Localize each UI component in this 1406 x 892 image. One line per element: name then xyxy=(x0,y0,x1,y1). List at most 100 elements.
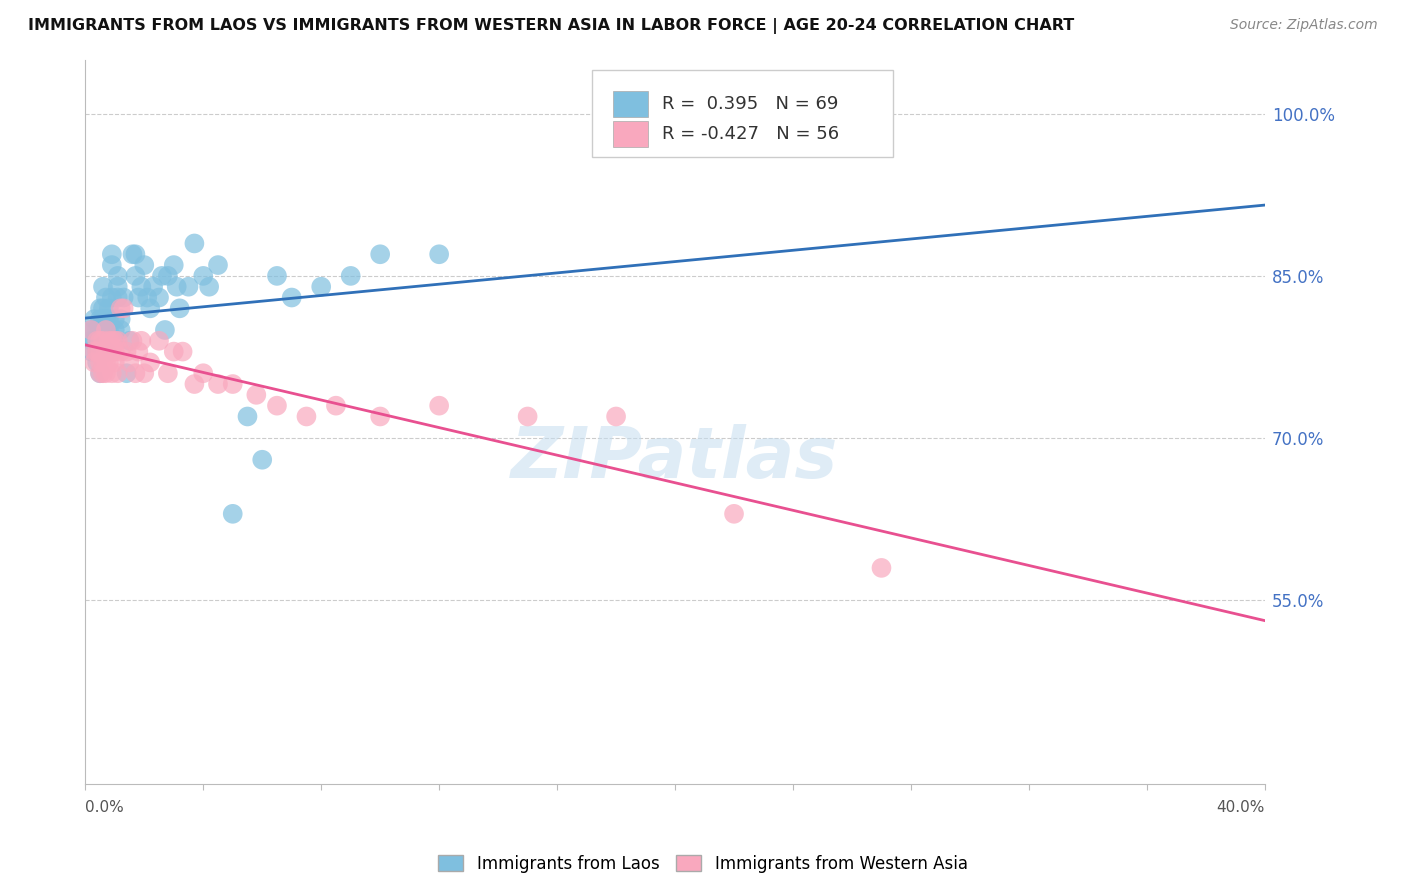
Text: 40.0%: 40.0% xyxy=(1216,800,1265,815)
Point xyxy=(94,344,117,359)
Point xyxy=(83,334,105,348)
Point xyxy=(97,334,120,348)
Point xyxy=(131,334,153,348)
Point xyxy=(80,334,103,348)
Point xyxy=(427,247,450,261)
Point xyxy=(136,291,159,305)
Point xyxy=(198,279,221,293)
Point xyxy=(110,301,132,316)
Point xyxy=(139,355,162,369)
Point xyxy=(107,279,129,293)
Point xyxy=(153,323,176,337)
Point xyxy=(131,279,153,293)
Point xyxy=(295,409,318,424)
Point xyxy=(107,366,129,380)
Point xyxy=(83,344,105,359)
Point xyxy=(177,279,200,293)
Point xyxy=(94,291,117,305)
Point xyxy=(142,279,165,293)
Point xyxy=(101,366,124,380)
Point xyxy=(86,334,108,348)
Point xyxy=(80,323,103,337)
Point xyxy=(207,258,229,272)
Point xyxy=(183,236,205,251)
Point xyxy=(101,291,124,305)
Point xyxy=(139,301,162,316)
Point xyxy=(86,323,108,337)
Point xyxy=(91,301,114,316)
Point xyxy=(115,344,138,359)
Point xyxy=(104,323,127,337)
Point xyxy=(97,344,120,359)
Point xyxy=(91,279,114,293)
Point xyxy=(94,355,117,369)
Point xyxy=(127,291,149,305)
Point xyxy=(222,507,245,521)
Point xyxy=(368,409,391,424)
Text: IMMIGRANTS FROM LAOS VS IMMIGRANTS FROM WESTERN ASIA IN LABOR FORCE | AGE 20-24 : IMMIGRANTS FROM LAOS VS IMMIGRANTS FROM … xyxy=(28,18,1074,34)
Legend: Immigrants from Laos, Immigrants from Western Asia: Immigrants from Laos, Immigrants from We… xyxy=(432,848,974,880)
Point xyxy=(101,258,124,272)
Point xyxy=(169,301,191,316)
Point xyxy=(107,268,129,283)
Point xyxy=(94,323,117,337)
Point xyxy=(110,312,132,326)
Point xyxy=(183,377,205,392)
Point xyxy=(86,344,108,359)
Point xyxy=(89,334,111,348)
Point xyxy=(91,366,114,380)
FancyBboxPatch shape xyxy=(592,70,893,157)
Point xyxy=(89,301,111,316)
Point xyxy=(118,334,141,348)
Point xyxy=(252,452,274,467)
Point xyxy=(86,344,108,359)
Point xyxy=(148,334,170,348)
Point xyxy=(91,323,114,337)
Point xyxy=(89,334,111,348)
Point xyxy=(107,291,129,305)
Point xyxy=(207,377,229,392)
Point xyxy=(368,247,391,261)
Text: Source: ZipAtlas.com: Source: ZipAtlas.com xyxy=(1230,18,1378,32)
Point xyxy=(94,344,117,359)
Point xyxy=(236,409,259,424)
Point xyxy=(127,344,149,359)
Point xyxy=(83,355,105,369)
Point xyxy=(870,561,893,575)
Point xyxy=(104,344,127,359)
Point xyxy=(97,312,120,326)
Point xyxy=(80,344,103,359)
Point xyxy=(89,312,111,326)
Point xyxy=(104,312,127,326)
Point xyxy=(166,279,188,293)
Point xyxy=(124,268,146,283)
Point xyxy=(110,344,132,359)
Point xyxy=(89,323,111,337)
Point xyxy=(91,312,114,326)
Point xyxy=(86,334,108,348)
Point xyxy=(101,334,124,348)
Point xyxy=(101,344,124,359)
Point xyxy=(134,258,156,272)
Point xyxy=(172,344,194,359)
Point xyxy=(107,334,129,348)
Point xyxy=(118,355,141,369)
Point xyxy=(94,323,117,337)
Point xyxy=(163,344,186,359)
Point xyxy=(94,366,117,380)
Point xyxy=(80,323,103,337)
Point xyxy=(101,247,124,261)
Point xyxy=(83,323,105,337)
Point xyxy=(156,366,179,380)
Point xyxy=(89,366,111,380)
Point xyxy=(112,301,135,316)
Point xyxy=(124,247,146,261)
Point xyxy=(121,334,143,348)
Point xyxy=(104,334,127,348)
Point xyxy=(124,366,146,380)
Point xyxy=(91,334,114,348)
Point xyxy=(266,268,288,283)
Point xyxy=(86,355,108,369)
Text: ZIPatlas: ZIPatlas xyxy=(512,424,839,492)
Point xyxy=(112,291,135,305)
